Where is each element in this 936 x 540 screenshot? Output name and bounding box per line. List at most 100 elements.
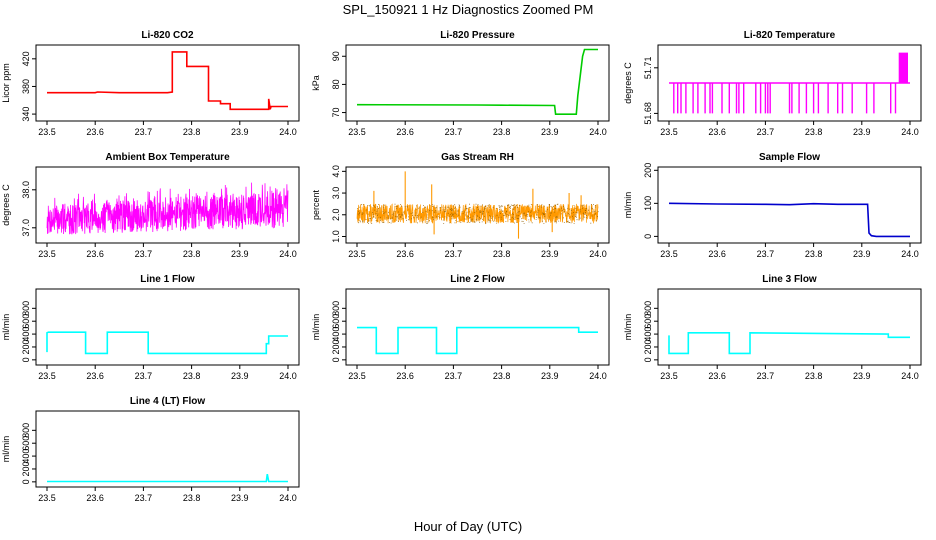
licor-temp-series-line bbox=[669, 52, 910, 114]
pressure-x-tick-label: 23.5 bbox=[348, 127, 366, 137]
line1-flow-y-tick-label: 600 bbox=[21, 314, 31, 329]
sample-flow-series-line bbox=[668, 202, 910, 238]
box-temp-data bbox=[46, 182, 289, 235]
rh-data bbox=[356, 171, 599, 239]
line1-flow-series-line bbox=[46, 331, 288, 355]
line3-flow-series-line bbox=[668, 331, 910, 355]
line4-flow-title: Line 4 (LT) Flow bbox=[130, 396, 206, 407]
line3-flow-y-tick-label: 0 bbox=[643, 357, 653, 362]
box-temp-y-axis-label: degrees C bbox=[1, 184, 11, 226]
box-temp-x-tick-label: 23.7 bbox=[135, 249, 153, 259]
rh-y-tick-label: 2.0 bbox=[331, 209, 341, 222]
line3-flow-y-axis-label: ml/min bbox=[623, 314, 633, 341]
sample-flow-data bbox=[668, 202, 910, 238]
rh-x-tick-label: 23.8 bbox=[493, 249, 511, 259]
co2-series-line bbox=[47, 51, 288, 111]
line3-flow-x-tick-label: 23.9 bbox=[853, 371, 871, 381]
co2-y-tick-label: 420 bbox=[21, 51, 31, 66]
pressure-data bbox=[356, 48, 598, 115]
licor-temp-y-tick-label: 51.71 bbox=[643, 57, 653, 80]
rh-y-tick-label: 1.0 bbox=[331, 230, 341, 243]
line1-flow-x-tick-label: 23.5 bbox=[38, 371, 56, 381]
line1-flow-title: Line 1 Flow bbox=[140, 274, 195, 285]
line2-flow-x-tick-label: 23.5 bbox=[348, 371, 366, 381]
figure-title: SPL_150921 1 Hz Diagnostics Zoomed PM bbox=[343, 2, 594, 17]
box-temp-x-tick-label: 24.0 bbox=[279, 249, 297, 259]
box-temp-title: Ambient Box Temperature bbox=[105, 152, 230, 163]
line2-flow-series-line bbox=[357, 326, 598, 355]
rh-spikes bbox=[373, 171, 582, 239]
pressure-x-tick-label: 23.8 bbox=[493, 127, 511, 137]
line3-flow-y-tick-label: 600 bbox=[643, 314, 653, 329]
line4-flow-x-tick-label: 23.9 bbox=[231, 493, 249, 503]
sample-flow-y-tick-label: 100 bbox=[643, 196, 653, 211]
line4-flow-y-tick-label: 200 bbox=[21, 461, 31, 476]
licor-temp-x-tick-label: 23.6 bbox=[708, 127, 726, 137]
box-temp-y-tick-label: 37.0 bbox=[21, 219, 31, 237]
pressure-x-tick-label: 23.6 bbox=[396, 127, 414, 137]
co2-x-tick-label: 23.6 bbox=[86, 127, 104, 137]
box-temp-x-tick-label: 23.5 bbox=[38, 249, 56, 259]
line2-flow-y-axis-label: ml/min bbox=[311, 314, 321, 341]
licor-temp-x-axis: 23.5 23.6 23.7 23.8 23.9 24.0 bbox=[660, 121, 919, 137]
line4-flow-data bbox=[47, 473, 288, 483]
pressure-y-axis-label: kPa bbox=[311, 75, 321, 91]
line3-flow-x-tick-label: 24.0 bbox=[901, 371, 919, 381]
co2-y-axis-label: Licor ppm bbox=[1, 63, 11, 103]
line4-flow-x-tick-label: 23.5 bbox=[38, 493, 56, 503]
line2-flow-y-tick-label: 800 bbox=[331, 301, 341, 316]
sample-flow-x-tick-label: 24.0 bbox=[901, 249, 919, 259]
line4-flow-y-tick-label: 600 bbox=[21, 436, 31, 451]
pressure-x-axis: 23.5 23.6 23.7 23.8 23.9 24.0 bbox=[348, 121, 607, 137]
box-temp-x-tick-label: 23.6 bbox=[86, 249, 104, 259]
sample-flow-y-axis: 0 100 200 bbox=[643, 163, 658, 239]
rh-x-tick-label: 23.6 bbox=[396, 249, 414, 259]
line3-flow-y-tick-label: 400 bbox=[643, 327, 653, 342]
rh-frame bbox=[345, 166, 610, 244]
line4-flow-x-tick-label: 23.6 bbox=[86, 493, 104, 503]
co2-x-tick-label: 23.7 bbox=[135, 127, 153, 137]
pressure-x-tick-label: 23.7 bbox=[445, 127, 463, 137]
pressure-y-axis: 70 80 90 bbox=[331, 51, 346, 118]
line1-flow-x-tick-label: 23.8 bbox=[183, 371, 201, 381]
sample-flow-x-axis: 23.5 23.6 23.7 23.8 23.9 24.0 bbox=[660, 243, 919, 259]
sample-flow-x-tick-label: 23.6 bbox=[708, 249, 726, 259]
line4-flow-y-axis-label: ml/min bbox=[1, 436, 11, 463]
line1-flow-frame bbox=[35, 288, 300, 366]
rh-x-axis: 23.5 23.6 23.7 23.8 23.9 24.0 bbox=[348, 243, 607, 259]
licor-temp-x-tick-label: 23.8 bbox=[805, 127, 823, 137]
rh-panel: Gas Stream RH percent 23.5 23.6 23.7 23.8 23.9… bbox=[311, 152, 610, 259]
sample-flow-y-axis-label: ml/min bbox=[623, 192, 633, 219]
rh-x-tick-label: 24.0 bbox=[589, 249, 607, 259]
box-temp-y-axis: 37.0 38.0 bbox=[21, 181, 36, 237]
line4-flow-series-line bbox=[47, 473, 288, 483]
box-temp-frame bbox=[35, 166, 300, 244]
rh-series-line bbox=[356, 203, 599, 225]
sample-flow-panel: Sample Flow ml/min 23.5 23.6 23.7 23.8 23.9 24.… bbox=[623, 152, 922, 259]
line4-flow-y-tick-label: 0 bbox=[21, 479, 31, 484]
line2-flow-x-tick-label: 23.8 bbox=[493, 371, 511, 381]
line3-flow-title: Line 3 Flow bbox=[762, 274, 817, 285]
pressure-series-line bbox=[356, 48, 598, 115]
line2-flow-x-tick-label: 23.6 bbox=[396, 371, 414, 381]
line2-flow-x-tick-label: 23.7 bbox=[445, 371, 463, 381]
line3-flow-y-tick-label: 200 bbox=[643, 339, 653, 354]
line2-flow-x-axis: 23.5 23.6 23.7 23.8 23.9 24.0 bbox=[348, 365, 607, 381]
rh-x-tick-label: 23.9 bbox=[541, 249, 559, 259]
licor-temp-x-tick-label: 24.0 bbox=[901, 127, 919, 137]
sample-flow-x-tick-label: 23.8 bbox=[805, 249, 823, 259]
co2-x-tick-label: 24.0 bbox=[279, 127, 297, 137]
pressure-y-tick-label: 90 bbox=[331, 51, 341, 61]
line4-flow-x-tick-label: 23.8 bbox=[183, 493, 201, 503]
line1-flow-y-tick-label: 0 bbox=[21, 357, 31, 362]
rh-y-tick-label: 3.0 bbox=[331, 187, 341, 200]
licor-temp-title: Li-820 Temperature bbox=[744, 30, 836, 41]
co2-x-tick-label: 23.9 bbox=[231, 127, 249, 137]
rh-x-tick-label: 23.7 bbox=[445, 249, 463, 259]
sample-flow-x-tick-label: 23.9 bbox=[853, 249, 871, 259]
line1-flow-data bbox=[46, 331, 288, 355]
box-temp-panel: Ambient Box Temperature degrees C 23.5 23.6… bbox=[1, 152, 300, 259]
